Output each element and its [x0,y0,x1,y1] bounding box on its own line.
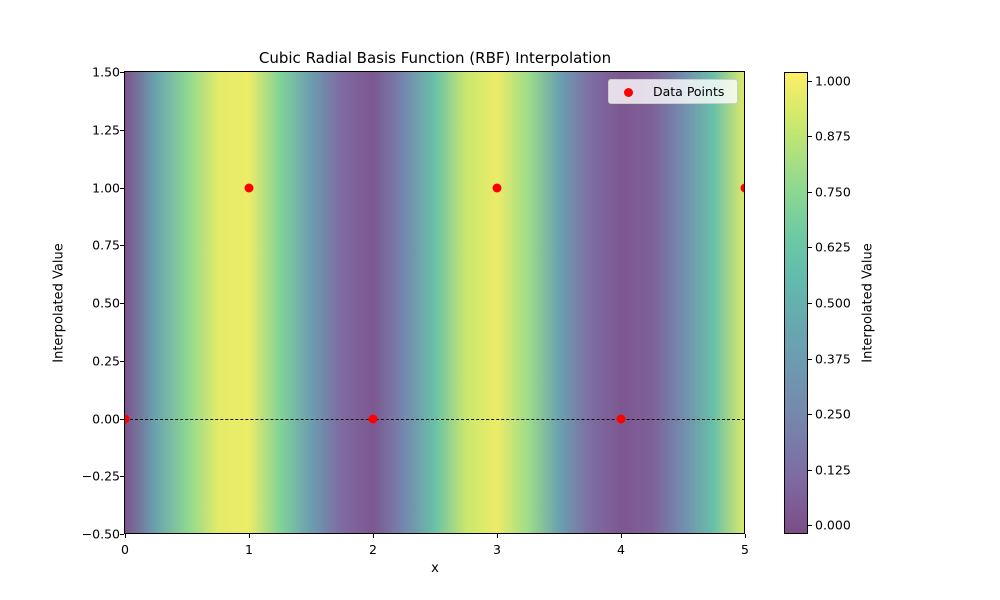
y-tick-label: 0.25 [92,353,120,369]
x-tick-label: 0 [121,542,129,557]
data-point [492,183,502,192]
colorbar-tick-mark [808,303,812,304]
y-tick-mark [120,187,124,189]
x-tick-label: 4 [617,542,625,557]
data-point [616,414,626,423]
data-point [368,414,378,423]
colorbar [784,72,808,534]
chart-title: Cubic Radial Basis Function (RBF) Interp… [258,49,612,67]
x-tick-mark [497,534,498,538]
y-axis-label: Interpolated Value [51,243,67,363]
x-tick-mark [249,534,250,538]
interpolation-heatmap [125,72,745,534]
data-point [244,183,254,192]
colorbar-tick-label: 0.125 [815,462,851,478]
data-point [125,414,130,423]
x-tick-mark [125,534,126,538]
data-point [740,183,745,192]
colorbar-tick-mark [808,469,812,471]
y-tick-mark [120,245,124,247]
colorbar-tick-label: 0.500 [815,295,851,311]
zero-reference-line [125,418,745,420]
colorbar-tick-mark [808,358,812,360]
colorbar-tick-mark [808,136,812,138]
colorbar-label: Interpolated Value [860,243,876,363]
colorbar-tick-label: 1.000 [815,73,851,89]
y-tick-label: 0.50 [92,295,120,311]
x-axis-label: x [431,561,439,576]
colorbar-tick-mark [808,80,812,82]
y-tick-mark [120,476,124,478]
y-tick-label: 0.00 [92,411,120,426]
legend-marker-icon [624,88,633,97]
y-tick-mark [120,534,124,535]
colorbar-tick-mark [808,525,812,527]
y-tick-label: 1.00 [92,180,120,195]
y-tick-mark [120,303,124,304]
x-tick-label: 5 [741,542,749,557]
y-tick-label: 0.75 [92,237,120,253]
legend-label: Data Points [653,84,725,99]
y-tick-label: 1.25 [92,122,120,138]
colorbar-tick-label: 0.625 [815,239,851,255]
x-tick-mark [621,534,622,538]
colorbar-tick-mark [808,414,812,416]
colorbar-tick-label: 0.750 [815,184,851,200]
colorbar-tick-mark [808,247,812,249]
y-tick-label: −0.25 [81,468,120,484]
y-tick-mark [120,72,124,73]
plot-area [125,72,745,534]
x-tick-label: 2 [369,542,377,557]
colorbar-tick-label: 0.375 [815,351,851,367]
x-tick-mark [373,534,374,538]
y-tick-label: 1.50 [92,64,120,80]
y-tick-mark [120,129,124,131]
legend: Data Points [608,79,738,104]
colorbar-tick-mark [808,191,812,193]
y-tick-label: −0.50 [81,526,120,542]
y-tick-mark [120,360,124,362]
colorbar-tick-label: 0.250 [815,406,851,422]
colorbar-tick-label: 0.000 [815,517,851,533]
colorbar-tick-label: 0.875 [815,128,851,144]
y-tick-mark [120,418,124,420]
x-tick-label: 3 [493,542,501,557]
x-tick-mark [745,534,746,538]
x-tick-label: 1 [245,542,253,557]
